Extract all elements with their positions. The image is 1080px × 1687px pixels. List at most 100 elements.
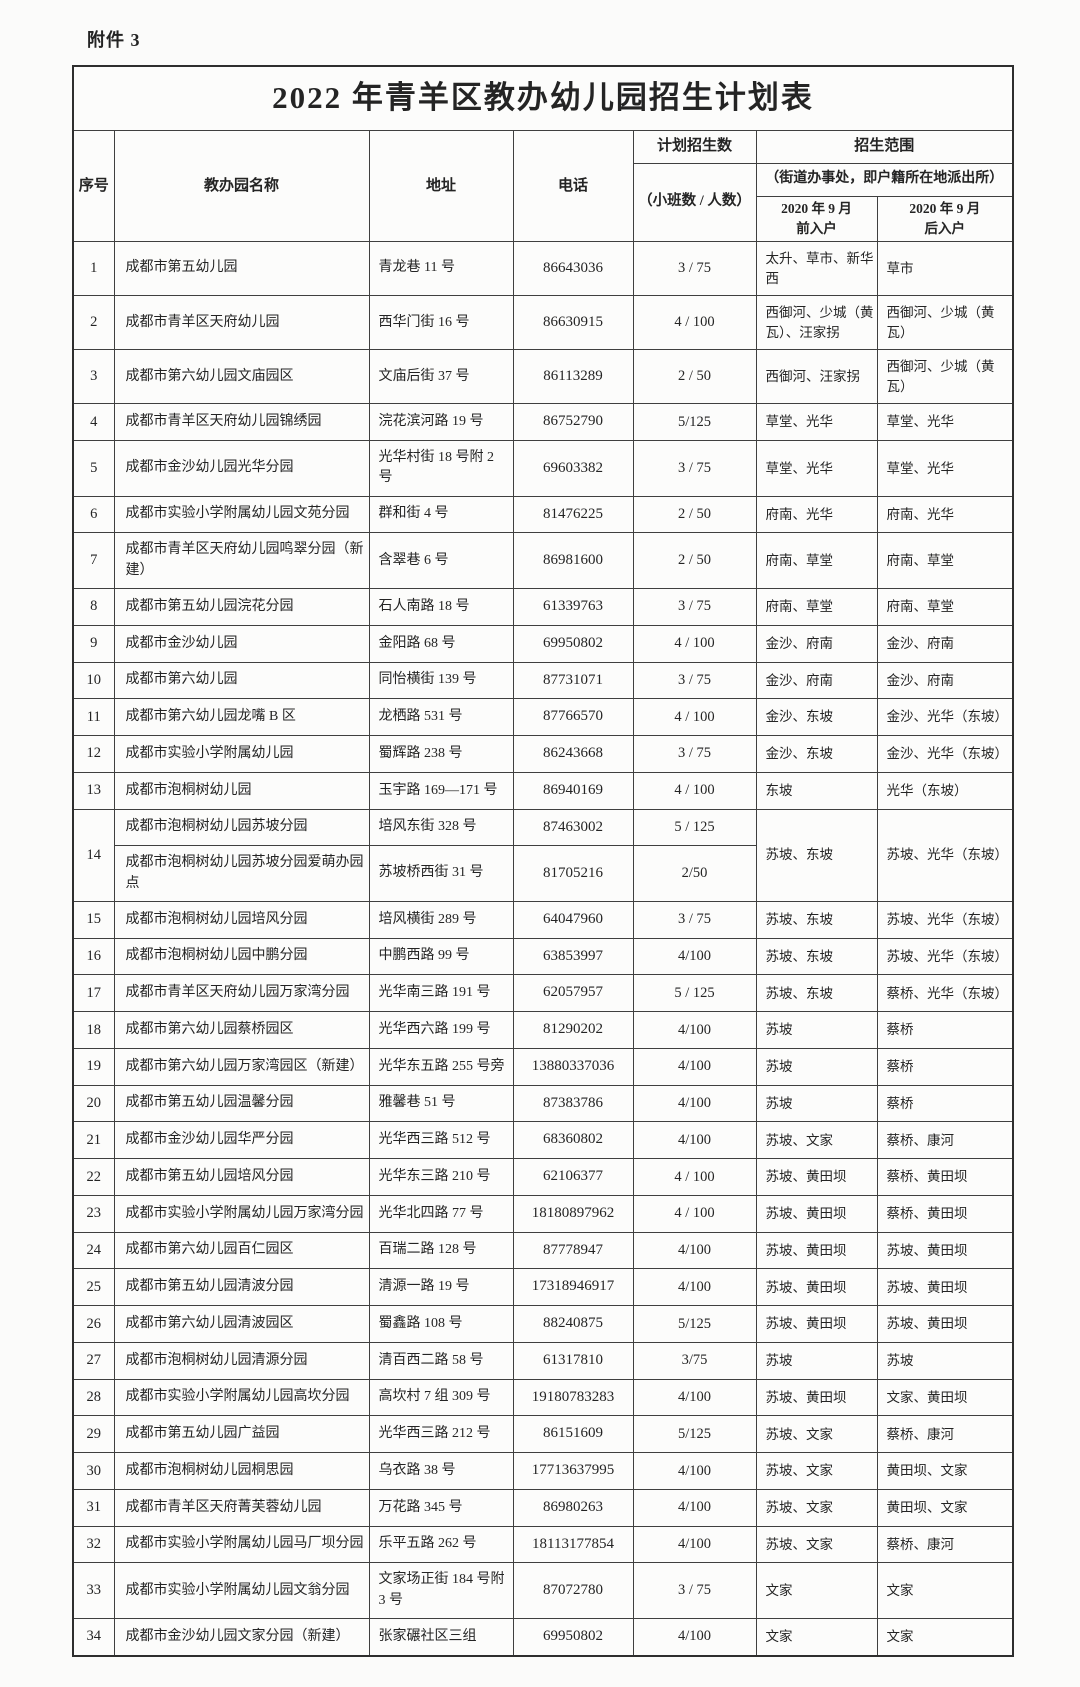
table-row: 28 成都市实验小学附属幼儿园高坎分园 高坎村 7 组 309 号 191807832… — [72, 1378, 1014, 1417]
cell-address: 光华东五路 255 号旁 — [368, 1047, 514, 1086]
cell-phone: 81476225 — [512, 495, 634, 534]
cell-address: 石人南路 18 号 — [368, 588, 514, 626]
cell-kindergarten-name: 成都市泡桐树幼儿园苏坡分园 — [113, 808, 370, 847]
cell-scope-pre: 金沙、东坡 — [755, 698, 878, 737]
cell-kindergarten-name: 成都市泡桐树幼儿园桐思园 — [113, 1452, 370, 1490]
cell-phone: 13880337036 — [512, 1047, 634, 1086]
table-body: 1 成都市第五幼儿园 青龙巷 11 号 86643036 3 / 75 太升、草市、新华西… — [72, 240, 1014, 1657]
cell-kindergarten-name: 成都市泡桐树幼儿园培风分园 — [113, 900, 370, 939]
cell-serial: 33 — [72, 1562, 115, 1619]
cell-scope-pre: 金沙、东坡 — [755, 735, 878, 773]
cell-scope-pre: 苏坡、黄田坝 — [755, 1194, 878, 1233]
cell-kindergarten-name: 成都市第六幼儿园 — [113, 661, 370, 700]
cell-phone: 69950802 — [512, 624, 634, 663]
table-row: 14 成都市泡桐树幼儿园苏坡分园 培风东街 328 号 87463002 5 / 125… — [72, 808, 1014, 902]
cell-address: 光华西三路 212 号 — [368, 1415, 514, 1454]
table-row: 23 成都市实验小学附属幼儿园万家湾分园 光华北四路 77 号 18180897962… — [72, 1194, 1014, 1233]
cell-scope-post: 苏坡、黄田坝 — [876, 1231, 1014, 1270]
col-header-phone: 电话 — [512, 129, 634, 242]
cell-scope-post: 草堂、光华 — [876, 403, 1014, 442]
cell-serial: 2 — [72, 295, 115, 351]
cell-plan: 5/125 — [632, 403, 757, 442]
cell-address: 雅馨巷 51 号 — [368, 1084, 514, 1123]
cell-scope-pre: 苏坡、文家 — [755, 1452, 878, 1490]
cell-plan: 3 / 75 — [632, 588, 757, 626]
table-row: 21 成都市金沙幼儿园华严分园 光华西三路 512 号 68360802 4/100 苏坡… — [72, 1121, 1014, 1160]
cell-plan: 4 / 100 — [632, 1194, 757, 1233]
cell-serial: 15 — [72, 900, 115, 939]
table-row: 6 成都市实验小学附属幼儿园文苑分园 群和街 4 号 81476225 2 / 50 府南… — [72, 495, 1014, 534]
cell-phone: 68360802 — [512, 1121, 634, 1160]
cell-phone: 86752790 — [512, 403, 634, 442]
cell-plan: 4 / 100 — [632, 698, 757, 737]
cell-address: 光华西六路 199 号 — [368, 1011, 514, 1049]
table-row: 16 成都市泡桐树幼儿园中鹏分园 中鹏西路 99 号 63853997 4/100 苏坡、… — [72, 937, 1014, 976]
cell-scope-post: 光华（东坡） — [876, 771, 1014, 810]
cell-serial: 9 — [72, 624, 115, 663]
col-header-address: 地址 — [368, 129, 514, 242]
cell-address: 西华门街 16 号 — [368, 295, 514, 351]
cell-plan: 4/100 — [632, 1121, 757, 1160]
cell-address: 金阳路 68 号 — [368, 624, 514, 663]
cell-scope-pre: 苏坡 — [755, 1341, 878, 1380]
cell-plan: 4/100 — [632, 1525, 757, 1564]
cell-scope-post: 草市 — [876, 240, 1014, 297]
table-row: 34 成都市金沙幼儿园文家分园（新建） 张家碾社区三组 69950802 4/100 文家… — [72, 1617, 1014, 1657]
cell-scope-pre: 苏坡 — [755, 1047, 878, 1086]
col-header-scope: 招生范围 — [755, 129, 1014, 164]
cell-scope-post: 草堂、光华 — [876, 440, 1014, 497]
cell-scope-pre: 西御河、少城（黄瓦）、汪家拐 — [755, 295, 878, 351]
table-row: 30 成都市泡桐树幼儿园桐思园 乌衣路 38 号 17713637995 4/100 苏坡… — [72, 1452, 1014, 1490]
cell-kindergarten-name: 成都市实验小学附属幼儿园马厂坝分园 — [113, 1525, 370, 1564]
cell-plan: 4/100 — [632, 937, 757, 976]
cell-scope-post: 黄田坝、文家 — [876, 1488, 1014, 1527]
cell-serial: 31 — [72, 1488, 115, 1527]
cell-serial: 1 — [72, 240, 115, 297]
cell-scope-post: 蔡桥、康河 — [876, 1121, 1014, 1160]
cell-address: 培风东街 328 号 — [368, 808, 514, 847]
header-row-middle: （小班数 / 人数） （街道办事处，即户籍所在地派出所） — [73, 162, 1014, 242]
cell-scope-post: 蔡桥 — [876, 1047, 1014, 1086]
cell-scope-pre: 苏坡、东坡 — [755, 974, 878, 1013]
table-row: 5 成都市金沙幼儿园光华分园 光华村街 18 号附 2 号 69603382 3 / 7… — [72, 440, 1014, 497]
table-row: 10 成都市第六幼儿园 同怡横街 139 号 87731071 3 / 75 金沙、府南金… — [72, 661, 1014, 700]
table-row: 31 成都市青羊区天府菁芙蓉幼儿园 万花路 345 号 86980263 4/100 苏坡… — [72, 1488, 1014, 1527]
cell-kindergarten-name: 成都市泡桐树幼儿园 — [113, 771, 370, 810]
table-row: 18 成都市第六幼儿园蔡桥园区 光华西六路 199 号 81290202 4/100 苏坡… — [72, 1011, 1014, 1049]
cell-phone: 63853997 — [512, 937, 634, 976]
cell-phone: 88240875 — [512, 1305, 634, 1343]
cell-kindergarten-name: 成都市金沙幼儿园文家分园（新建） — [113, 1617, 370, 1657]
cell-serial: 13 — [72, 771, 115, 810]
cell-phone: 62106377 — [512, 1158, 634, 1196]
page-title: 2022 年青羊区教办幼儿园招生计划表 — [72, 65, 1014, 131]
cell-plan: 2 / 50 — [632, 495, 757, 534]
cell-address: 浣花滨河路 19 号 — [368, 403, 514, 442]
table-row: 2 成都市青羊区天府幼儿园 西华门街 16 号 86630915 4 / 100 西御河、… — [72, 295, 1014, 351]
cell-plan: 3 / 75 — [632, 240, 757, 297]
cell-kindergarten-name: 成都市泡桐树幼儿园中鹏分园 — [113, 937, 370, 976]
cell-scope-post: 文家 — [876, 1617, 1014, 1657]
table-row: 7 成都市青羊区天府幼儿园鸣翠分园（新建） 含翠巷 6 号 86981600 2 / 5… — [72, 532, 1014, 590]
cell-kindergarten-name: 成都市实验小学附属幼儿园文翁分园 — [113, 1562, 370, 1619]
cell-serial: 3 — [72, 349, 115, 405]
cell-address: 光华东三路 210 号 — [368, 1158, 514, 1196]
cell-plan: 5 / 125 — [632, 808, 757, 847]
cell-kindergarten-name: 成都市青羊区天府幼儿园万家湾分园 — [113, 974, 370, 1013]
cell-scope-post: 文家 — [876, 1562, 1014, 1619]
cell-kindergarten-name: 成都市实验小学附属幼儿园 — [113, 735, 370, 773]
cell-kindergarten-name: 成都市青羊区天府幼儿园鸣翠分园（新建） — [113, 532, 370, 590]
cell-scope-post: 黄田坝、文家 — [876, 1452, 1014, 1490]
cell-plan: 2 / 50 — [632, 349, 757, 405]
cell-scope-pre: 苏坡、东坡 — [755, 900, 878, 939]
cell-address: 清百西二路 58 号 — [368, 1341, 514, 1380]
cell-scope-post: 蔡桥、黄田坝 — [876, 1158, 1014, 1196]
col-header-scope-pre: 2020 年 9 月 前入户 — [755, 195, 878, 242]
cell-serial: 24 — [72, 1231, 115, 1270]
table-row: 24 成都市第六幼儿园百仁园区 百瑞二路 128 号 87778947 4/100 苏坡、… — [72, 1231, 1014, 1270]
table-row: 1 成都市第五幼儿园 青龙巷 11 号 86643036 3 / 75 太升、草市、新华西… — [72, 240, 1014, 297]
cell-plan: 5 / 125 — [632, 974, 757, 1013]
cell-scope-post: 蔡桥、康河 — [876, 1525, 1014, 1564]
cell-kindergarten-name: 成都市第六幼儿园文庙园区 — [113, 349, 370, 405]
cell-scope-pre: 文家 — [755, 1617, 878, 1657]
